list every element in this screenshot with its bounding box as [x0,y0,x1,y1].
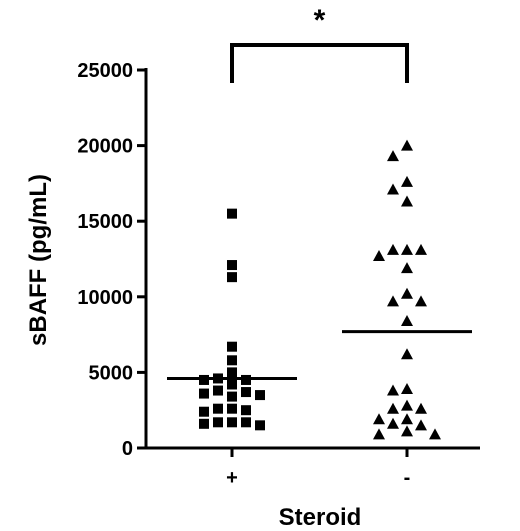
data-point-triangle [387,183,399,195]
data-point-triangle [415,419,427,431]
data-point-square [227,272,237,283]
data-point-triangle [401,314,413,326]
data-point-square [227,355,237,366]
data-point-triangle [401,413,413,425]
data-point-square [241,387,251,398]
data-point-triangle [401,243,413,255]
data-point-square [255,390,265,401]
y-axis: 0 5000 10000 15000 20000 25000 [77,60,148,460]
data-point-triangle [387,384,399,396]
data-point-triangle [401,262,413,274]
data-point-square [227,260,237,271]
data-point-triangle [401,399,413,411]
data-point-triangle [387,243,399,255]
data-point-square [227,208,237,219]
bracket-line [230,43,409,83]
data-point-square [199,406,209,417]
data-point-square [213,385,223,396]
x-axis: + - [145,446,480,489]
data-point-square [241,374,251,385]
data-point-triangle [387,150,399,162]
x-tick-label: + [226,467,238,489]
data-point-square [227,417,237,428]
data-point-triangle [373,428,385,440]
significance-bracket: * [230,4,409,83]
y-tick-label: 10000 [77,287,133,309]
data-point-square [199,418,209,429]
significance-label: * [314,4,326,37]
y-axis-title: sBAFF (pg/mL) [25,174,52,346]
data-point-triangle [415,295,427,307]
data-point-triangle [387,417,399,429]
data-points [199,139,441,440]
data-point-square [241,417,251,428]
data-point-square [227,379,237,390]
y-tick-label: 20000 [77,136,133,158]
y-tick-label: 25000 [77,60,133,82]
data-point-triangle [415,402,427,414]
data-point-square [213,417,223,428]
data-point-square [227,391,237,402]
data-point-triangle [401,287,413,299]
data-point-square [227,341,237,352]
y-tick-label: 0 [122,438,133,460]
y-tick-label: 5000 [89,362,134,384]
data-point-triangle [373,249,385,261]
x-tick-label: - [404,467,411,489]
data-point-triangle [401,383,413,395]
data-point-square [213,403,223,414]
data-point-square [199,388,209,399]
data-point-triangle [429,428,441,440]
data-point-triangle [387,295,399,307]
data-point-triangle [401,425,413,437]
data-point-triangle [373,413,385,425]
data-point-square [227,403,237,414]
median-lines [167,330,472,380]
data-point-triangle [401,139,413,151]
data-point-triangle [401,175,413,187]
data-point-triangle [401,348,413,360]
data-point-triangle [387,402,399,414]
data-point-square [199,374,209,385]
data-point-triangle [401,195,413,207]
data-point-square [227,367,237,378]
x-axis-title: Steroid [279,504,362,531]
data-point-triangle [415,243,427,255]
data-point-square [241,405,251,416]
y-tick-label: 15000 [77,211,133,233]
data-point-square [255,420,265,431]
